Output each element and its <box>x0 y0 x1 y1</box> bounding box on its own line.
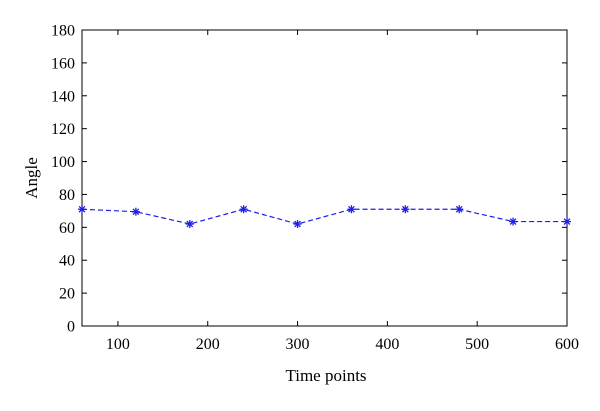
marker-stroke <box>563 218 571 225</box>
data-point <box>509 217 518 226</box>
x-axis-label: Time points <box>285 366 366 385</box>
data-point <box>401 205 410 214</box>
x-tick-label: 300 <box>286 336 310 353</box>
y-tick-label: 100 <box>51 154 75 171</box>
marker-stroke <box>132 208 140 216</box>
marker-stroke <box>401 205 409 213</box>
marker-stroke <box>240 205 248 213</box>
marker-stroke <box>455 205 463 213</box>
data-point <box>347 205 356 214</box>
y-tick-label: 180 <box>51 23 75 40</box>
y-tick-label: 120 <box>51 121 75 138</box>
marker-stroke <box>348 205 355 213</box>
marker-stroke <box>509 218 517 225</box>
data-point <box>455 205 464 214</box>
x-tick-label: 200 <box>196 336 220 353</box>
y-axis-label: Angle <box>22 157 41 199</box>
y-tick-label: 60 <box>59 220 75 237</box>
series-line <box>81 208 567 225</box>
x-tick-label: 100 <box>106 336 130 353</box>
x-tick-label: 600 <box>555 336 579 353</box>
marker-stroke <box>186 220 194 228</box>
y-tick-label: 0 <box>67 319 75 336</box>
marker-stroke <box>294 220 301 228</box>
y-tick-label: 160 <box>51 55 75 72</box>
plot-frame <box>81 29 568 327</box>
x-tick-label: 500 <box>465 336 489 353</box>
y-tick-label: 140 <box>51 88 75 105</box>
series-layer <box>78 205 571 229</box>
data-point <box>239 205 248 214</box>
data-point <box>563 217 571 226</box>
axes-layer: 0 20 40 60 80 100 120 140 160 180 100 200 300 400 500 6… <box>51 23 579 354</box>
marker-stroke <box>78 205 86 213</box>
data-point <box>131 207 140 216</box>
y-tick-label: 20 <box>59 286 75 303</box>
y-tick-label: 40 <box>59 253 75 270</box>
y-tick-label: 80 <box>59 187 75 204</box>
data-point <box>293 220 302 229</box>
x-tick-label: 400 <box>375 336 399 353</box>
data-point <box>78 205 86 214</box>
data-point <box>185 220 194 229</box>
